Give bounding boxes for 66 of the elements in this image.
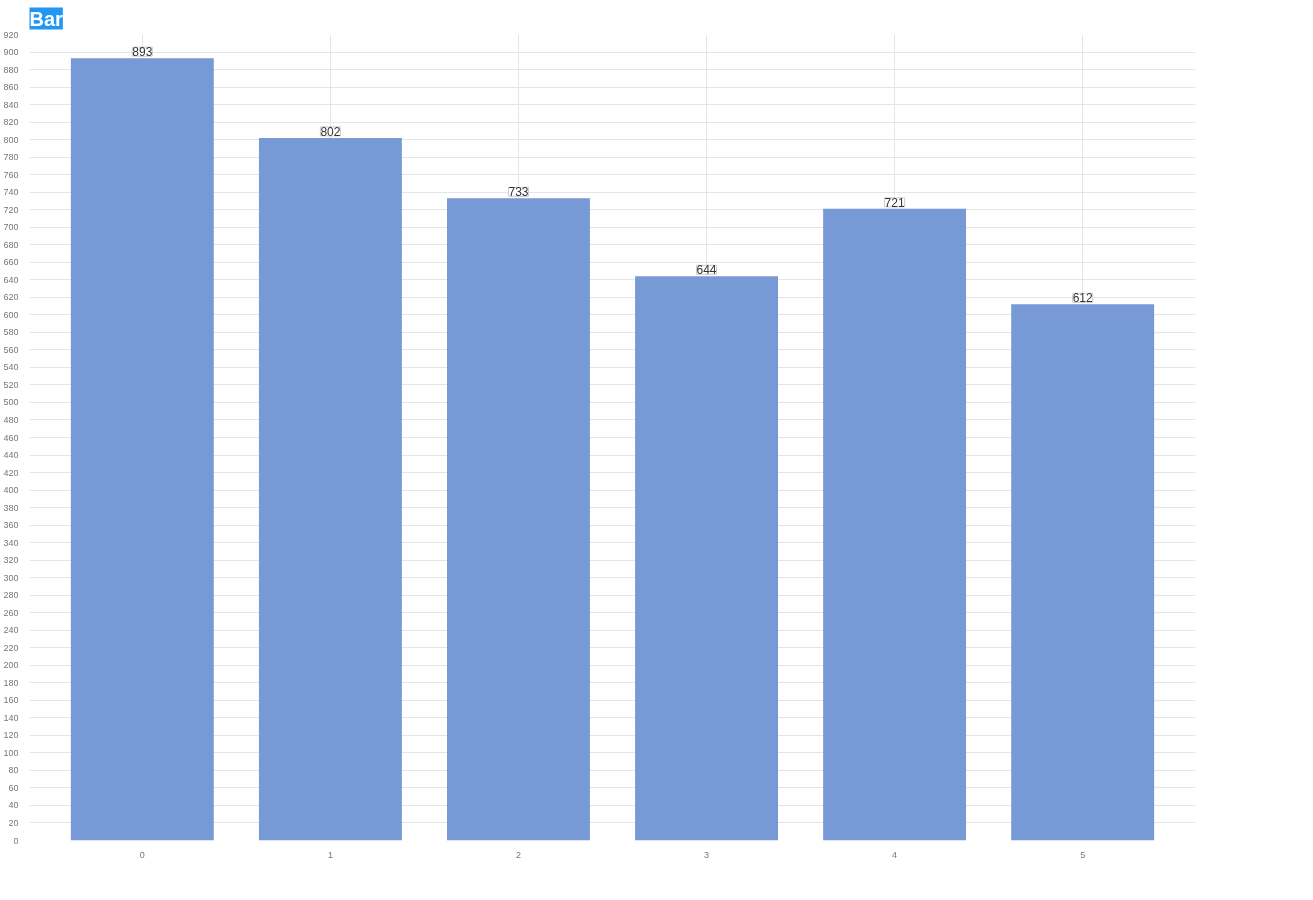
y-tick-label: 640	[3, 274, 19, 285]
y-tick-label: 160	[3, 695, 19, 706]
bar	[635, 276, 778, 841]
y-tick-label: 220	[3, 642, 19, 653]
y-tick-label: 0	[13, 835, 19, 846]
y-tick-label: 700	[3, 222, 19, 233]
y-tick-label: 500	[3, 397, 19, 408]
data-label: 644	[696, 263, 717, 278]
y-tick-label: 20	[8, 817, 19, 828]
y-tick-label: 300	[3, 572, 19, 583]
y-tick-label: 560	[3, 344, 19, 355]
y-tick-label: 80	[8, 765, 19, 776]
y-tick-label: 340	[3, 537, 19, 548]
bar	[258, 137, 402, 841]
y-tick-label: 100	[3, 747, 19, 758]
data-label: 893	[132, 45, 153, 60]
y-tick-label: 260	[3, 607, 19, 618]
y-tick-label: 40	[8, 800, 19, 811]
data-label: 721	[884, 195, 905, 210]
x-tick-label: 5	[1080, 849, 1086, 860]
bar	[1011, 304, 1155, 841]
bar	[70, 58, 214, 841]
y-tick-label: 740	[3, 187, 19, 198]
data-label: 802	[320, 124, 341, 139]
x-tick-label: 1	[327, 849, 333, 860]
y-tick-label: 760	[3, 169, 19, 180]
x-tick-label: 0	[139, 849, 145, 860]
y-tick-label: 620	[3, 292, 19, 303]
y-tick-label: 920	[3, 29, 19, 40]
y-tick-label: 580	[3, 327, 19, 338]
chart-title: Bar	[29, 7, 64, 30]
data-label: 612	[1072, 291, 1093, 306]
x-tick-label: 2	[515, 849, 521, 860]
y-tick-label: 680	[3, 239, 19, 250]
y-tick-label: 440	[3, 450, 19, 461]
x-tick-label: 4	[892, 849, 898, 860]
bar	[447, 198, 590, 841]
y-tick-label: 540	[3, 362, 19, 373]
y-tick-label: 60	[8, 782, 19, 793]
y-tick-label: 240	[3, 625, 19, 636]
y-tick-label: 900	[3, 47, 19, 58]
y-tick-label: 320	[3, 555, 19, 566]
y-tick-label: 600	[3, 309, 19, 320]
y-tick-label: 780	[3, 152, 19, 163]
y-tick-label: 420	[3, 467, 19, 478]
y-tick-label: 720	[3, 204, 19, 215]
y-tick-label: 460	[3, 432, 19, 443]
y-tick-label: 120	[3, 730, 19, 741]
data-label: 733	[508, 185, 529, 200]
y-tick-label: 860	[3, 82, 19, 93]
y-tick-label: 400	[3, 485, 19, 496]
y-tick-label: 800	[3, 134, 19, 145]
y-tick-label: 380	[3, 502, 19, 513]
y-tick-label: 280	[3, 590, 19, 601]
y-tick-label: 880	[3, 64, 19, 75]
y-tick-label: 360	[3, 520, 19, 531]
y-tick-label: 520	[3, 379, 19, 390]
y-tick-label: 180	[3, 677, 19, 688]
bar	[823, 208, 967, 841]
y-tick-label: 480	[3, 414, 19, 425]
y-tick-label: 840	[3, 99, 19, 110]
x-tick-label: 3	[704, 849, 710, 860]
y-tick-label: 820	[3, 117, 19, 128]
y-tick-label: 200	[3, 660, 19, 671]
y-tick-label: 140	[3, 712, 19, 723]
y-tick-label: 660	[3, 257, 19, 268]
